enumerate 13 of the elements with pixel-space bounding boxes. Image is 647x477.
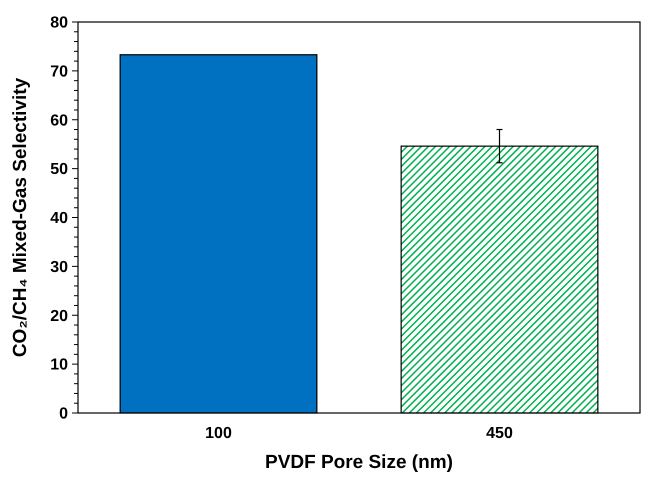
y-tick-label: 10 [50, 356, 68, 374]
x-tick-label: 100 [205, 425, 232, 442]
y-tick-label: 70 [50, 63, 68, 80]
y-tick-label: 20 [50, 308, 68, 325]
y-tick-label: 40 [50, 210, 68, 228]
y-tick-label: 50 [50, 161, 68, 178]
x-axis-title: PVDF Pore Size (nm) [265, 452, 453, 473]
y-tick-label: 80 [50, 14, 68, 32]
y-tick-label: 30 [50, 258, 68, 276]
y-tick-label: 0 [59, 406, 68, 423]
x-tick-label: 450 [486, 425, 513, 442]
y-tick-label: 60 [50, 112, 68, 130]
y-axis-title: CO₂/CH₄ Mixed-Gas Selectivity [10, 77, 31, 358]
